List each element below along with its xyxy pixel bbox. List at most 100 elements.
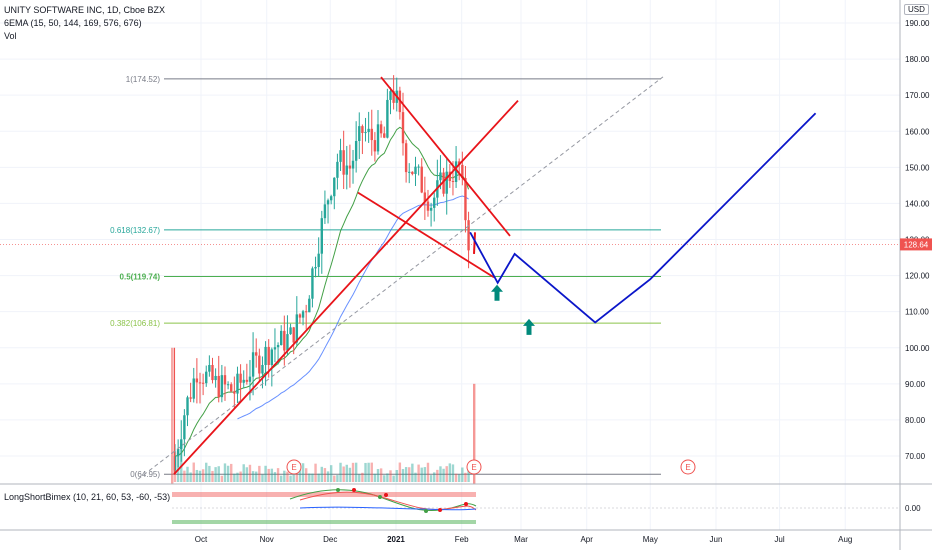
volume-bar: [348, 467, 352, 482]
y-tick-label: 100.00: [905, 344, 930, 353]
candle-body: [230, 384, 233, 392]
volume-bar: [423, 467, 427, 482]
volume-bar: [317, 473, 320, 482]
volume-bar: [261, 474, 264, 482]
candle-body: [383, 133, 386, 138]
candle-body: [308, 298, 311, 313]
x-tick-label: Mar: [514, 535, 528, 544]
indicator-signal-dot: [352, 488, 356, 492]
y-tick-label: 150.00: [905, 163, 930, 172]
volume-bar: [333, 475, 336, 482]
candle-body: [239, 373, 242, 383]
volume-bar: [354, 462, 358, 482]
volume-bar: [208, 465, 211, 482]
candle-body: [367, 128, 370, 133]
candle-body: [211, 365, 214, 381]
x-tick-label: Oct: [195, 535, 208, 544]
candle-body: [289, 327, 292, 335]
candle-body: [217, 375, 220, 398]
candle-body: [411, 171, 414, 175]
candle-body: [358, 126, 361, 141]
volume-bar: [351, 462, 355, 482]
x-tick-label: Apr: [580, 535, 593, 544]
y-tick-label: 120.00: [905, 272, 930, 281]
y-tick-label: 180.00: [905, 55, 930, 64]
volume-bar: [342, 466, 345, 482]
candle-body: [236, 373, 239, 394]
currency-badge[interactable]: USD: [904, 4, 929, 15]
volume-bar: [239, 471, 242, 482]
ema-legend[interactable]: 6EMA (15, 50, 144, 169, 576, 676): [4, 18, 142, 28]
volume-bar: [258, 465, 261, 482]
candle-body: [301, 311, 305, 318]
candle-body: [386, 99, 389, 138]
volume-bar: [242, 464, 245, 482]
earnings-marker: [680, 459, 696, 475]
candle-body: [348, 165, 352, 169]
candle-body: [264, 346, 267, 365]
x-tick-label: 2021: [387, 535, 405, 544]
indicator-legend[interactable]: LongShortBimex (10, 21, 60, 53, -60, -53…: [4, 492, 171, 502]
volume-spike: [171, 347, 174, 484]
volume-bar: [220, 475, 224, 482]
volume-bar: [451, 464, 455, 482]
volume-bar: [286, 471, 289, 482]
volume-bar: [295, 473, 299, 482]
volume-bar: [326, 471, 330, 482]
candle-body: [336, 161, 339, 178]
candle-body: [451, 181, 455, 183]
ema-lines: [174, 126, 470, 457]
y-tick-label: 70.00: [905, 452, 926, 461]
projection-path: [469, 112, 817, 324]
candle-body: [389, 91, 392, 100]
volume-bar: [379, 468, 383, 482]
candle-body: [192, 378, 195, 399]
candle-body: [342, 150, 345, 175]
candle-body: [233, 391, 236, 394]
candle-body: [214, 375, 217, 381]
candle-body: [248, 376, 252, 382]
candle-body: [467, 220, 470, 251]
candle-body: [464, 178, 467, 221]
volume-bar: [414, 472, 417, 482]
volume-bar: [395, 470, 398, 482]
volume-bar: [198, 470, 202, 482]
y-tick-label: 160.00: [905, 127, 930, 136]
candle-body: [361, 126, 364, 133]
candle-body: [201, 382, 205, 384]
candle-body: [392, 91, 395, 103]
volume-legend[interactable]: Vol: [4, 31, 17, 41]
volume-bar: [267, 468, 270, 482]
candle-body: [314, 267, 317, 269]
volume-bar: [398, 462, 402, 482]
candle-body: [186, 397, 189, 416]
volume-bar: [433, 472, 436, 482]
volume-bar: [183, 470, 186, 482]
candle-body: [433, 197, 436, 208]
fib-label: 1(174.52): [126, 75, 161, 84]
volume-bar: [214, 467, 217, 482]
volume-bar: [251, 471, 255, 482]
y-tick-label: 190.00: [905, 19, 930, 28]
last-candle-mark: [473, 232, 476, 254]
earnings-label: E: [685, 463, 690, 472]
earnings-marker: [466, 459, 482, 475]
candle-body: [364, 132, 367, 134]
volume-bar: [217, 466, 220, 482]
volume-bar: [376, 469, 380, 482]
volume-bar: [345, 464, 348, 482]
volume-bar: [226, 465, 230, 482]
candle-body: [183, 415, 186, 440]
candle-body: [180, 439, 183, 449]
earnings-label: E: [291, 463, 296, 472]
indicator-band-bottom: [172, 520, 476, 524]
volume-bar: [392, 475, 395, 482]
fib-label: 0.382(106.81): [110, 319, 160, 328]
candle-body: [311, 268, 314, 299]
candle-body: [220, 375, 224, 398]
x-tick-label: Feb: [455, 535, 469, 544]
candle-body: [195, 378, 199, 383]
volume-bar: [248, 464, 252, 482]
candle-body: [205, 371, 208, 384]
